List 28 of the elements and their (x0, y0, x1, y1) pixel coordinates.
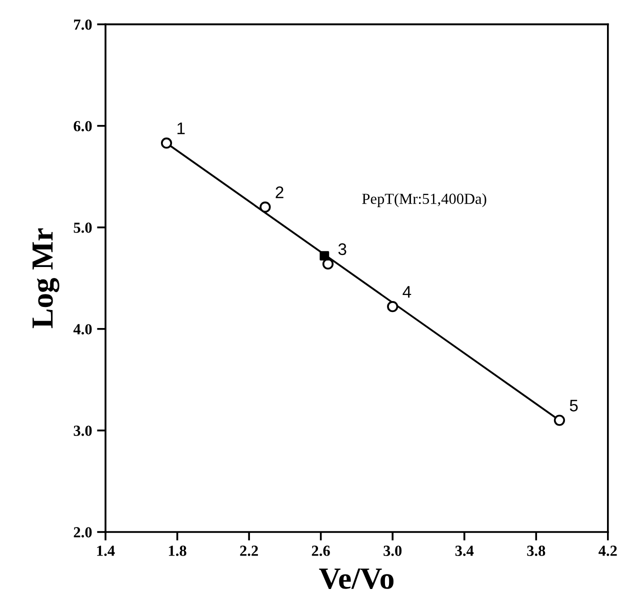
point (320, 251, 330, 261)
y-tick-label: 5.0 (74, 222, 92, 233)
annotation: 2 (276, 186, 284, 198)
x-tick-label: 3.4 (455, 546, 474, 556)
annotation: 4 (402, 286, 412, 298)
y-tick-label: 3.0 (74, 426, 92, 436)
x-tick-label: 1.4 (97, 546, 115, 556)
x-tick-label: 2.6 (312, 546, 330, 556)
x-tick-label: 3.8 (527, 546, 546, 556)
y-tick-label: 2.0 (74, 527, 92, 538)
y-tick-label: 7.0 (74, 19, 92, 30)
x-axis-title: Ve/Vo (319, 568, 394, 590)
annotation: 3 (338, 243, 346, 256)
point (260, 202, 271, 213)
point (387, 301, 398, 312)
y-tick-label: 4.0 (73, 324, 92, 334)
x-tick-label: 1.8 (168, 546, 186, 556)
x-tick-label: 2.2 (240, 546, 258, 556)
annotation: 1 (178, 122, 185, 134)
point (160, 138, 172, 149)
y-axis-title: Log Mr (32, 228, 60, 328)
annotation: PepT(Mr:51,400Da) (362, 193, 486, 208)
x-tick-label: 3.0 (384, 546, 402, 556)
point (322, 258, 334, 270)
y-tick-label: 6.0 (74, 120, 92, 132)
point (554, 414, 566, 426)
x-tick-label: 4.2 (598, 546, 617, 556)
annotation: 5 (570, 400, 578, 412)
